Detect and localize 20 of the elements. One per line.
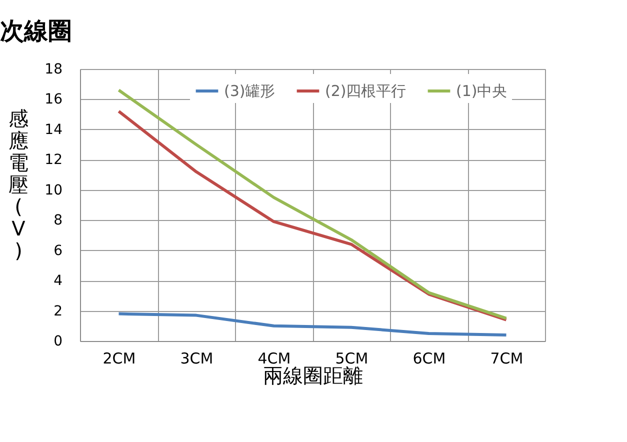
y-tick-label: 8 <box>54 212 62 229</box>
y-tick-label: 6 <box>54 242 63 259</box>
x-tick-label: 3CM <box>180 350 214 368</box>
y-tick-label: 12 <box>44 152 62 168</box>
y-tick-label: 4 <box>54 273 63 290</box>
legend-label: (2)四根平行 <box>325 82 406 100</box>
y-tick-label: 14 <box>44 122 63 138</box>
y-tick-label: 10 <box>44 182 62 198</box>
y-tick-label: 16 <box>44 92 63 108</box>
legend-label: (1)中央 <box>456 82 508 100</box>
y-tick-label: 18 <box>44 62 62 78</box>
legend-label: (3)罐形 <box>224 82 276 100</box>
y-tick-label: 2 <box>54 303 62 320</box>
x-tick-label: 6CM <box>412 350 446 368</box>
line-series <box>117 312 508 336</box>
y-tick-label: 0 <box>54 334 62 350</box>
x-tick-label: 2CM <box>102 350 136 368</box>
y-axis-title: 感應電壓(V) <box>8 106 28 262</box>
x-tick-label: 7CM <box>490 350 524 368</box>
chart-title: 次線圈 <box>0 17 72 45</box>
